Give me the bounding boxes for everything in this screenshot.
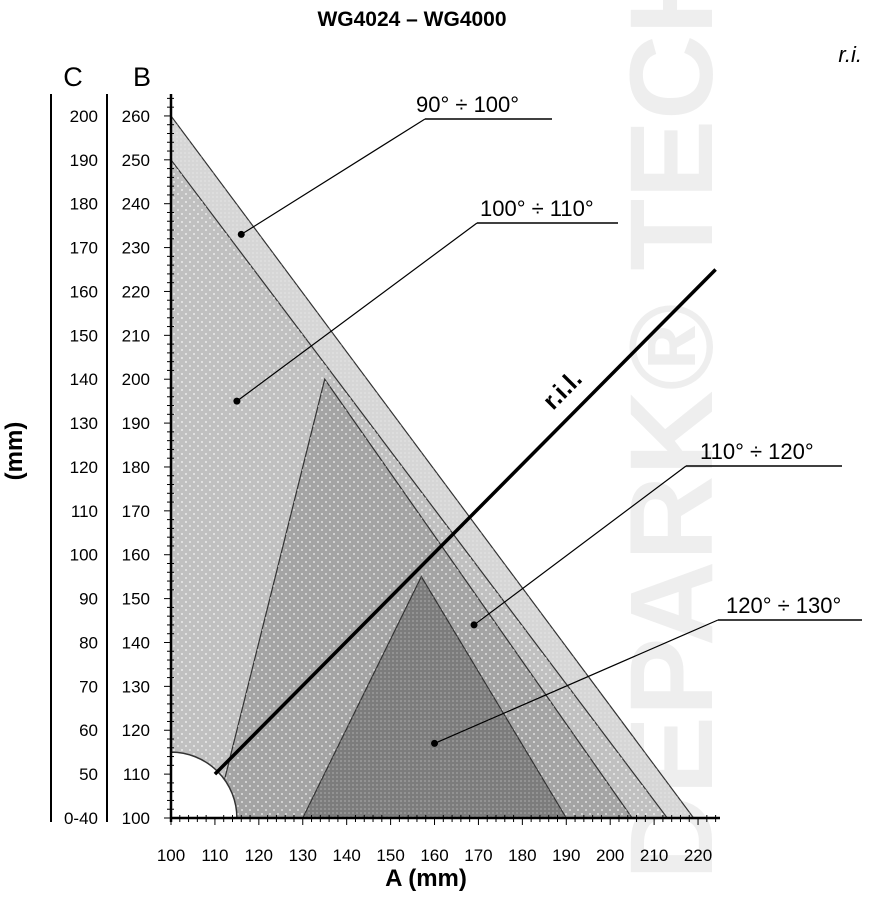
a-tick-label: 180 xyxy=(508,846,536,865)
callout-label: 120° ÷ 130° xyxy=(726,593,841,618)
callout-dot xyxy=(237,230,245,238)
b-tick-label: 100 xyxy=(122,809,150,828)
callout-dot xyxy=(233,397,241,405)
a-tick-label: 140 xyxy=(332,846,360,865)
c-tick-label: 110 xyxy=(71,502,98,521)
zone-4-texture xyxy=(302,576,567,818)
c-tick-label: 70 xyxy=(79,677,98,696)
b-tick-label: 140 xyxy=(122,633,150,652)
axis-a-ticks: 100 110 120 130 140 150 160 170 180 190 200 210 220 xyxy=(157,846,712,865)
c-tick-label: 100 xyxy=(70,546,98,565)
callout-label: 110° ÷ 120° xyxy=(700,439,814,464)
b-tick-label: 160 xyxy=(122,546,150,565)
callout-leader xyxy=(236,222,478,402)
c-tick-label: 170 xyxy=(70,239,98,258)
x-axis-label: A (mm) xyxy=(385,865,467,892)
a-tick-label: 200 xyxy=(596,846,624,865)
c-tick-label: 180 xyxy=(70,195,98,214)
corner-note: r.i. xyxy=(838,42,862,67)
c-tick-label: 190 xyxy=(70,151,98,170)
a-tick-label: 110 xyxy=(201,846,228,865)
b-tick-label: 250 xyxy=(122,151,150,170)
b-tick-label: 230 xyxy=(122,239,150,258)
b-tick-label: 220 xyxy=(122,282,150,301)
b-tick-label: 200 xyxy=(122,370,150,389)
callout-leader xyxy=(473,465,687,626)
c-tick-label: 50 xyxy=(79,765,98,784)
b-tick-label: 170 xyxy=(122,502,150,521)
b-tick-label: 120 xyxy=(122,721,150,740)
a-tick-label: 190 xyxy=(552,846,580,865)
a-tick-label: 130 xyxy=(289,846,317,865)
callout-leader xyxy=(240,118,426,235)
callout-leader xyxy=(434,619,719,744)
b-tick-label: 130 xyxy=(122,677,150,696)
b-tick-label: 180 xyxy=(122,458,150,477)
c-tick-label: 130 xyxy=(70,414,98,433)
c-tick-label: 150 xyxy=(70,326,98,345)
b-tick-label: 110 xyxy=(123,765,150,784)
a-tick-label: 210 xyxy=(640,846,668,865)
a-tick-label: 170 xyxy=(464,846,492,865)
a-tick-label: 120 xyxy=(245,846,273,865)
callout-dot xyxy=(470,621,478,629)
b-tick-label: 150 xyxy=(122,590,150,609)
axes xyxy=(50,94,720,825)
c-tick-label: 0-40 xyxy=(64,809,98,828)
a-tick-label: 160 xyxy=(420,846,448,865)
zone-areas xyxy=(170,114,695,819)
b-tick-label: 240 xyxy=(122,195,150,214)
c-tick-label: 60 xyxy=(79,721,98,740)
b-tick-label: 210 xyxy=(122,326,150,345)
ril-line xyxy=(213,268,717,776)
b-tick-label: 260 xyxy=(122,107,150,126)
axis-b-ticks: 100 110 120 130 140 150 160 170 180 190 200 210 220 2… xyxy=(122,107,150,828)
c-tick-label: 140 xyxy=(70,370,98,389)
a-tick-label: 150 xyxy=(376,846,404,865)
callout-label: 90° ÷ 100° xyxy=(416,92,519,117)
c-tick-label: 160 xyxy=(70,282,98,301)
callouts: 90° ÷ 100° 100° ÷ 110° 110° ÷ 120° 120° ÷ 1… xyxy=(233,92,862,747)
c-tick-label: 200 xyxy=(70,107,98,126)
c-tick-label: 90 xyxy=(79,590,98,609)
a-tick-label: 220 xyxy=(684,846,712,865)
chart-title: WG4024 – WG4000 xyxy=(317,8,506,31)
axis-c-ticks: 0-40 50 60 70 80 90 100 110 120 130 140 150 160 170 18… xyxy=(64,107,98,828)
c-tick-label: 80 xyxy=(79,633,98,652)
b-tick-label: 190 xyxy=(122,414,150,433)
c-tick-label: 120 xyxy=(70,458,98,477)
a-tick-label: 100 xyxy=(157,846,185,865)
axis-b-name: B xyxy=(133,62,151,92)
y-axis-label: (mm) xyxy=(1,422,28,481)
callout-label: 100° ÷ 110° xyxy=(480,196,594,221)
callout-dot xyxy=(431,739,439,747)
axis-c-name: C xyxy=(63,62,83,92)
